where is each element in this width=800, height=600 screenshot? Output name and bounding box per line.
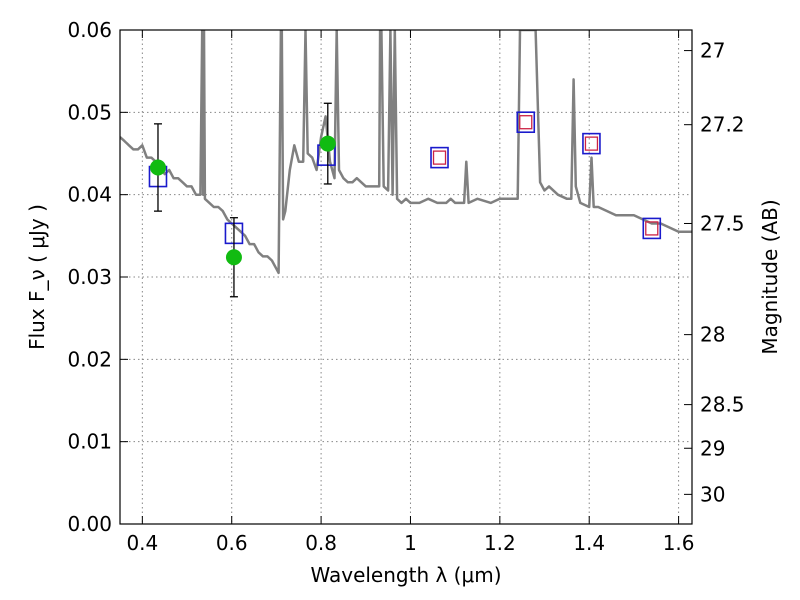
x-axis-title: Wavelength λ (μm) xyxy=(310,563,501,587)
observed-point xyxy=(149,159,166,176)
model-box xyxy=(582,132,601,155)
model-box xyxy=(516,111,536,134)
x-tick-label: 1 xyxy=(404,531,417,555)
observed-photometry-points xyxy=(149,102,336,298)
magnitude-axis: 27 27.2 27.5 28 28.5 29 30 xyxy=(684,39,745,506)
x-tick-label: 0.4 xyxy=(126,531,158,555)
y-tick-label: 0.05 xyxy=(67,100,112,124)
y-axis-title: Flux F_ν ( μJy ) xyxy=(25,204,49,350)
magnitude-tick-label: 28.5 xyxy=(700,393,745,417)
observed-point xyxy=(225,249,242,266)
magnitude-tick-label: 27.2 xyxy=(700,113,745,137)
model-photometry-boxes xyxy=(148,111,662,245)
y-tick-label: 0.02 xyxy=(67,347,112,371)
y-tick-label: 0.04 xyxy=(67,183,112,207)
grid xyxy=(120,29,692,525)
model-inner-box xyxy=(584,136,599,151)
x-tick-label: 0.6 xyxy=(216,531,248,555)
x-tick-label: 1.6 xyxy=(663,531,695,555)
magnitude-tick-label: 27.5 xyxy=(700,211,745,235)
y-tick-label: 0.01 xyxy=(67,430,112,454)
x-axis: 0.4 0.6 0.8 1 1.2 1.4 1.6 xyxy=(126,30,695,555)
model-spectrum-line xyxy=(120,30,692,275)
magnitude-tick-label: 28 xyxy=(700,323,725,347)
y-tick-label: 0.03 xyxy=(67,265,112,289)
x-tick-label: 1.2 xyxy=(484,531,516,555)
model-inner-box xyxy=(432,150,447,165)
model-box xyxy=(642,217,662,240)
model-inner-box xyxy=(645,221,659,236)
magnitude-tick-label: 30 xyxy=(700,482,725,506)
observed-point xyxy=(319,135,336,152)
x-tick-label: 1.4 xyxy=(573,531,605,555)
x-tick-label: 0.8 xyxy=(305,531,337,555)
magnitude-tick-label: 27 xyxy=(700,39,725,63)
y-axis: 0.00 0.01 0.02 0.03 0.04 0.05 0.06 xyxy=(67,18,128,536)
y-tick-label: 0.00 xyxy=(67,512,112,536)
y-tick-label: 0.06 xyxy=(67,18,112,42)
magnitude-tick-label: 29 xyxy=(700,436,725,460)
magnitude-axis-title: Magnitude (AB) xyxy=(758,199,782,354)
model-inner-box xyxy=(519,115,533,130)
model-box xyxy=(430,146,449,169)
